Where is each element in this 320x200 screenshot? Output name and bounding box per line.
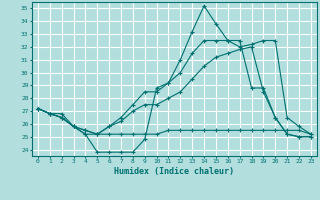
X-axis label: Humidex (Indice chaleur): Humidex (Indice chaleur) xyxy=(115,167,234,176)
